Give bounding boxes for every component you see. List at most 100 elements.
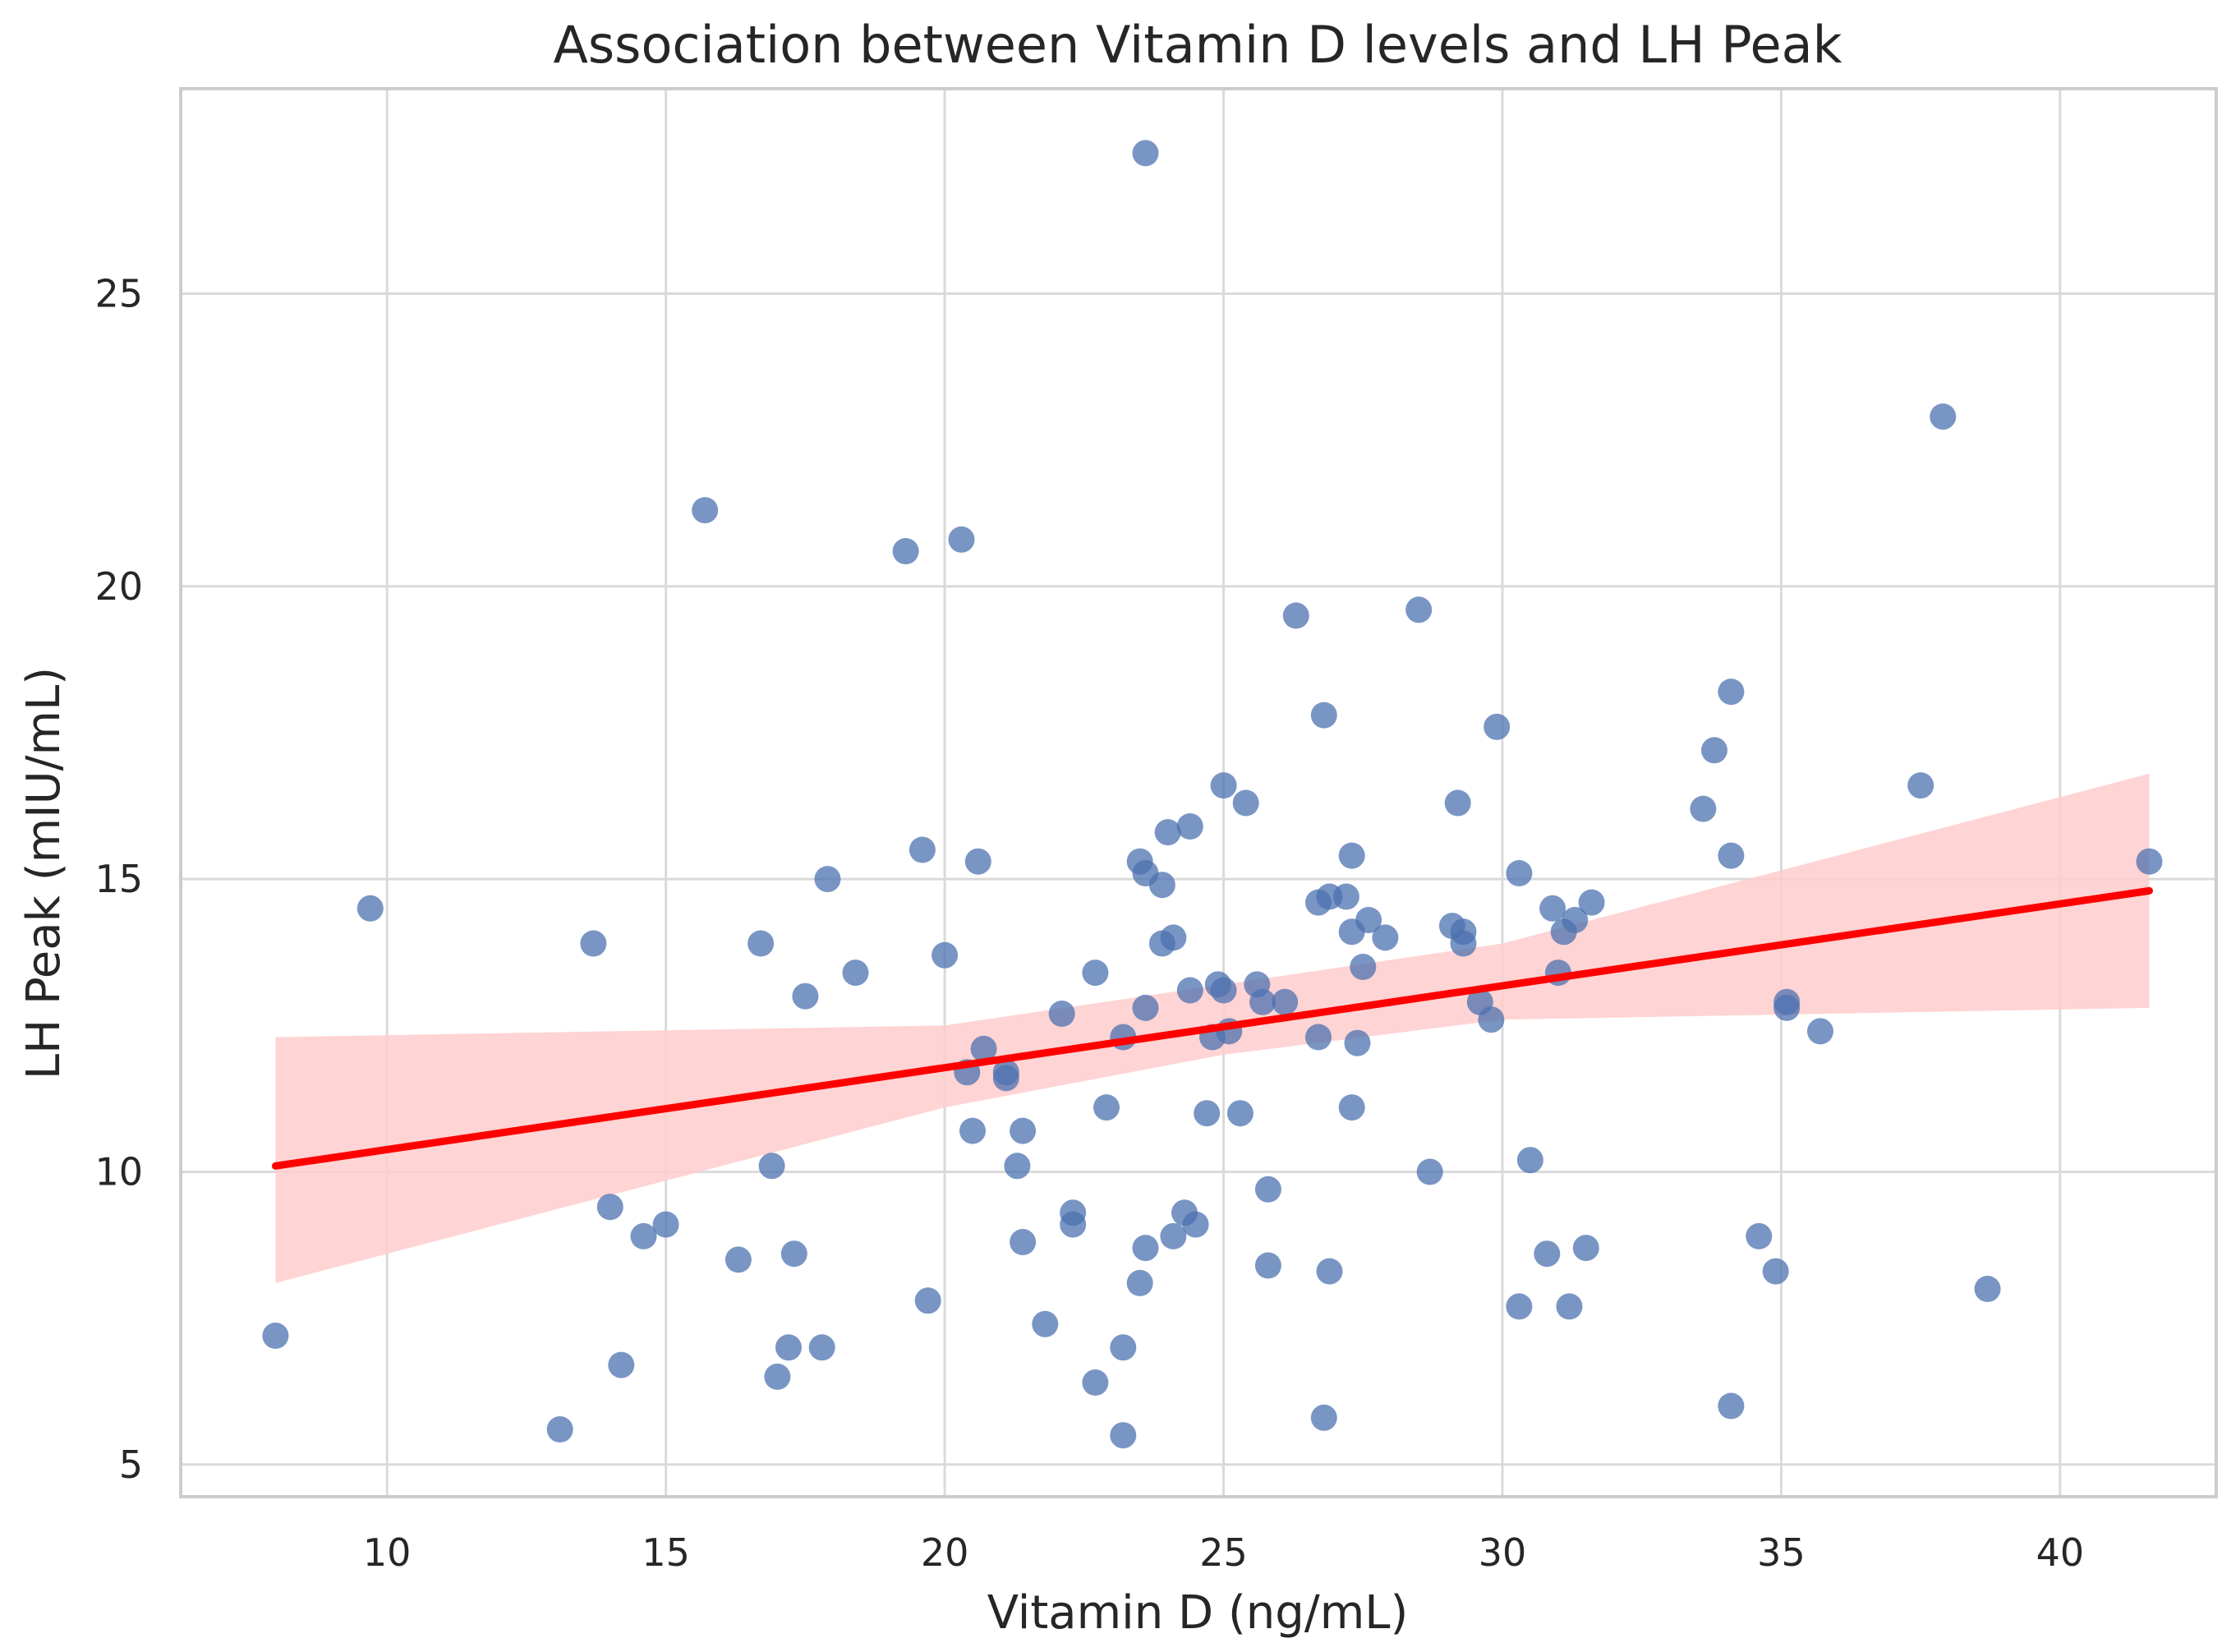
data-point: [1416, 1158, 1443, 1185]
data-point: [1254, 1176, 1281, 1203]
x-tick-label: 40: [2036, 1530, 2085, 1575]
data-point: [1718, 1392, 1745, 1420]
data-point: [1807, 1018, 1833, 1045]
data-point: [1249, 988, 1276, 1015]
data-point: [1082, 959, 1109, 987]
data-point: [1444, 789, 1471, 817]
x-tick-label: 35: [1757, 1530, 1806, 1575]
data-point: [1154, 819, 1181, 846]
data-point: [1010, 1229, 1037, 1255]
x-tick-label: 15: [642, 1530, 690, 1575]
data-point: [1516, 1147, 1543, 1174]
data-point: [1093, 1094, 1120, 1121]
data-point: [914, 1287, 941, 1314]
data-point: [948, 526, 975, 553]
data-point: [1254, 1252, 1281, 1279]
data-point: [1132, 140, 1159, 167]
data-point: [1110, 1334, 1137, 1361]
data-point: [1272, 988, 1299, 1015]
data-point: [1907, 772, 1934, 799]
y-tick-label: 25: [94, 271, 143, 315]
data-point: [1578, 889, 1605, 916]
data-point: [1126, 1269, 1153, 1296]
data-point: [964, 848, 991, 875]
data-point: [1338, 1094, 1365, 1121]
data-point: [1506, 1293, 1533, 1320]
chart-title: Association between Vitamin D levels and…: [553, 15, 1842, 75]
data-point: [1701, 737, 1727, 764]
data-point: [262, 1323, 289, 1349]
data-point: [580, 930, 607, 957]
data-point: [775, 1334, 802, 1361]
data-point: [1718, 842, 1745, 869]
x-tick-labels: 10 15 20 25 30 35 40: [363, 1530, 2084, 1575]
data-point: [1556, 1293, 1583, 1320]
data-point: [1332, 883, 1359, 910]
data-point: [1930, 403, 1957, 430]
x-tick-label: 10: [363, 1530, 412, 1575]
data-point: [1004, 1153, 1031, 1180]
data-point: [724, 1246, 752, 1273]
data-point: [1484, 713, 1511, 740]
data-point: [1160, 924, 1187, 951]
data-point: [1232, 789, 1259, 817]
data-point: [1182, 1211, 1209, 1238]
data-point: [1690, 795, 1717, 822]
data-point: [1355, 907, 1382, 933]
data-point: [652, 1211, 679, 1238]
data-point: [1506, 860, 1533, 886]
data-point: [842, 959, 869, 987]
data-point: [1282, 602, 1309, 629]
data-point: [1310, 702, 1337, 729]
data-point: [780, 1240, 807, 1268]
y-tick-label: 15: [94, 857, 143, 901]
data-point: [808, 1334, 835, 1361]
data-point: [1773, 994, 1801, 1021]
data-point: [1176, 813, 1203, 840]
data-point: [992, 1059, 1019, 1086]
regression-line-layer: [271, 886, 2154, 1170]
data-point: [1539, 895, 1566, 922]
data-point: [1082, 1369, 1109, 1396]
y-tick-labels: 5 10 15 20 25: [94, 271, 143, 1486]
data-point: [692, 497, 719, 524]
data-point: [1194, 1100, 1221, 1127]
data-point: [1478, 1006, 1505, 1033]
y-tick-label: 20: [94, 564, 143, 609]
x-tick-label: 25: [1199, 1530, 1248, 1575]
x-tick-label: 20: [921, 1530, 969, 1575]
data-point: [892, 538, 919, 564]
data-points-layer: [262, 140, 2163, 1449]
data-point: [1405, 596, 1433, 624]
x-gridlines: [385, 89, 2062, 1497]
data-point: [1450, 930, 1477, 957]
data-point: [959, 1117, 986, 1144]
data-point: [596, 1194, 623, 1221]
data-point: [1974, 1276, 2001, 1302]
data-point: [1762, 1258, 1789, 1285]
data-point: [1372, 924, 1399, 951]
data-point: [932, 941, 959, 969]
data-point: [1746, 1222, 1773, 1249]
y-tick-label: 5: [119, 1443, 143, 1487]
data-point: [356, 895, 384, 922]
data-point: [1562, 907, 1589, 933]
data-point: [1316, 1258, 1343, 1285]
data-point: [1718, 679, 1745, 706]
data-point: [748, 930, 775, 957]
data-point: [1338, 842, 1365, 869]
data-point: [1148, 872, 1175, 899]
data-point: [630, 1222, 657, 1249]
y-tick-label: 10: [94, 1149, 143, 1194]
data-point: [1350, 954, 1377, 980]
data-point: [2136, 848, 2163, 875]
data-point: [1160, 1222, 1187, 1249]
data-point: [1132, 994, 1159, 1021]
data-point: [970, 1035, 997, 1062]
data-point: [1032, 1310, 1059, 1337]
data-point: [814, 866, 841, 893]
data-point: [1176, 977, 1203, 1004]
data-point: [1060, 1199, 1087, 1226]
